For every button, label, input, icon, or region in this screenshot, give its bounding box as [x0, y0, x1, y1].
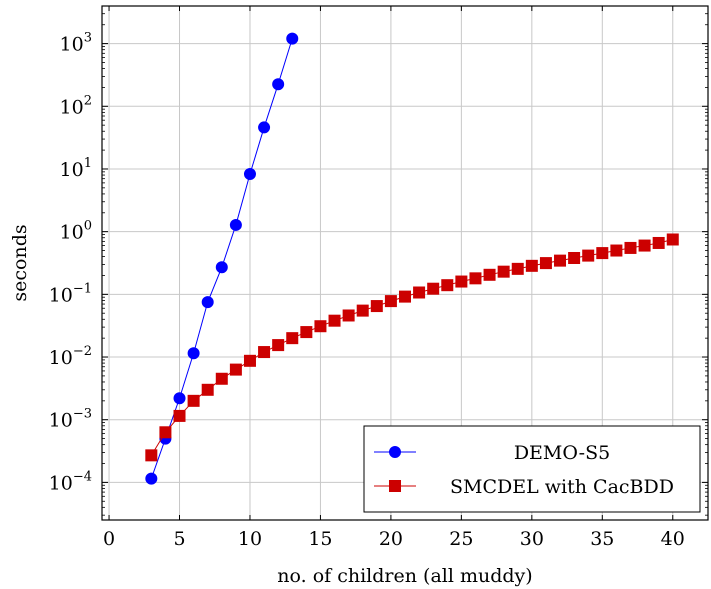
x-tick-label: 15 [308, 528, 332, 550]
y-tick-label: 10−3 [49, 407, 92, 432]
x-tick-label: 30 [520, 528, 544, 550]
data-point [145, 449, 158, 462]
data-point [427, 282, 440, 295]
data-point [145, 472, 158, 485]
data-point [455, 275, 468, 288]
data-point [624, 241, 637, 254]
x-tick-label: 0 [103, 528, 115, 550]
y-tick-label: 102 [60, 93, 92, 118]
series-layer [145, 32, 679, 485]
legend-label: SMCDEL with CacBDD [450, 476, 674, 498]
y-tick-label: 100 [60, 219, 92, 244]
y-tick-label: 10−1 [49, 281, 92, 306]
data-point [229, 218, 242, 231]
plot-frame [101, 5, 709, 521]
data-point [652, 236, 665, 249]
data-point [258, 346, 271, 359]
data-point [554, 254, 567, 267]
legend-box [363, 425, 701, 513]
data-point [215, 261, 228, 274]
y-tick-label: 10−2 [49, 344, 92, 369]
y-tick-label: 10−4 [49, 469, 92, 494]
legend: DEMO-S5 SMCDEL with CacBDD [363, 425, 701, 513]
x-tick-label: 5 [173, 528, 185, 550]
data-point [258, 121, 271, 134]
data-point [272, 78, 285, 91]
legend-marker [389, 446, 401, 458]
data-point [229, 363, 242, 376]
data-point [243, 354, 256, 367]
data-point [568, 251, 581, 264]
data-point [483, 268, 496, 281]
x-axis-label: no. of children (all muddy) [277, 565, 532, 587]
series-1 [145, 32, 299, 485]
data-point [525, 259, 538, 272]
data-point [201, 296, 214, 309]
y-tick-label: 103 [60, 31, 92, 56]
data-point [497, 265, 510, 278]
data-point [314, 320, 327, 333]
data-point [300, 326, 313, 339]
data-point [469, 272, 482, 285]
series-line [150, 38, 293, 479]
x-tick-label: 35 [590, 528, 614, 550]
legend-label: DEMO-S5 [514, 442, 610, 464]
x-tick-label: 40 [661, 528, 685, 550]
y-axis-label: seconds [9, 224, 31, 301]
x-tick-label: 10 [238, 528, 262, 550]
data-point [187, 394, 200, 407]
legend-item: SMCDEL with CacBDD [374, 476, 674, 498]
data-point [201, 383, 214, 396]
data-point [286, 32, 299, 45]
data-point [159, 426, 172, 439]
data-point [399, 290, 411, 303]
tick-labels: 0 5 10 15 20 25 30 35 40 10−4 10−3 10−2 10−1 100 101 10… [49, 31, 685, 550]
data-point [638, 239, 651, 252]
data-point [384, 295, 397, 308]
data-point [356, 304, 369, 317]
data-point [243, 168, 256, 181]
data-point [187, 347, 200, 360]
data-point [511, 262, 524, 275]
data-point [286, 332, 299, 345]
data-point [413, 286, 426, 299]
data-point [342, 309, 355, 322]
series-2 [145, 233, 679, 462]
data-point [215, 372, 228, 385]
data-point [539, 257, 552, 270]
x-tick-label: 20 [379, 528, 403, 550]
data-point [666, 233, 679, 246]
x-tick-label: 25 [449, 528, 473, 550]
data-point [610, 244, 623, 257]
data-point [582, 249, 595, 262]
data-point [441, 279, 454, 292]
data-point [173, 392, 186, 405]
legend-item: DEMO-S5 [374, 442, 610, 464]
data-point [173, 409, 186, 422]
series-line [150, 239, 673, 456]
data-point [328, 314, 341, 327]
data-point [596, 247, 609, 260]
data-point [272, 339, 285, 352]
y-tick-label: 101 [60, 156, 92, 181]
data-point [370, 300, 383, 313]
legend-marker [389, 480, 401, 492]
